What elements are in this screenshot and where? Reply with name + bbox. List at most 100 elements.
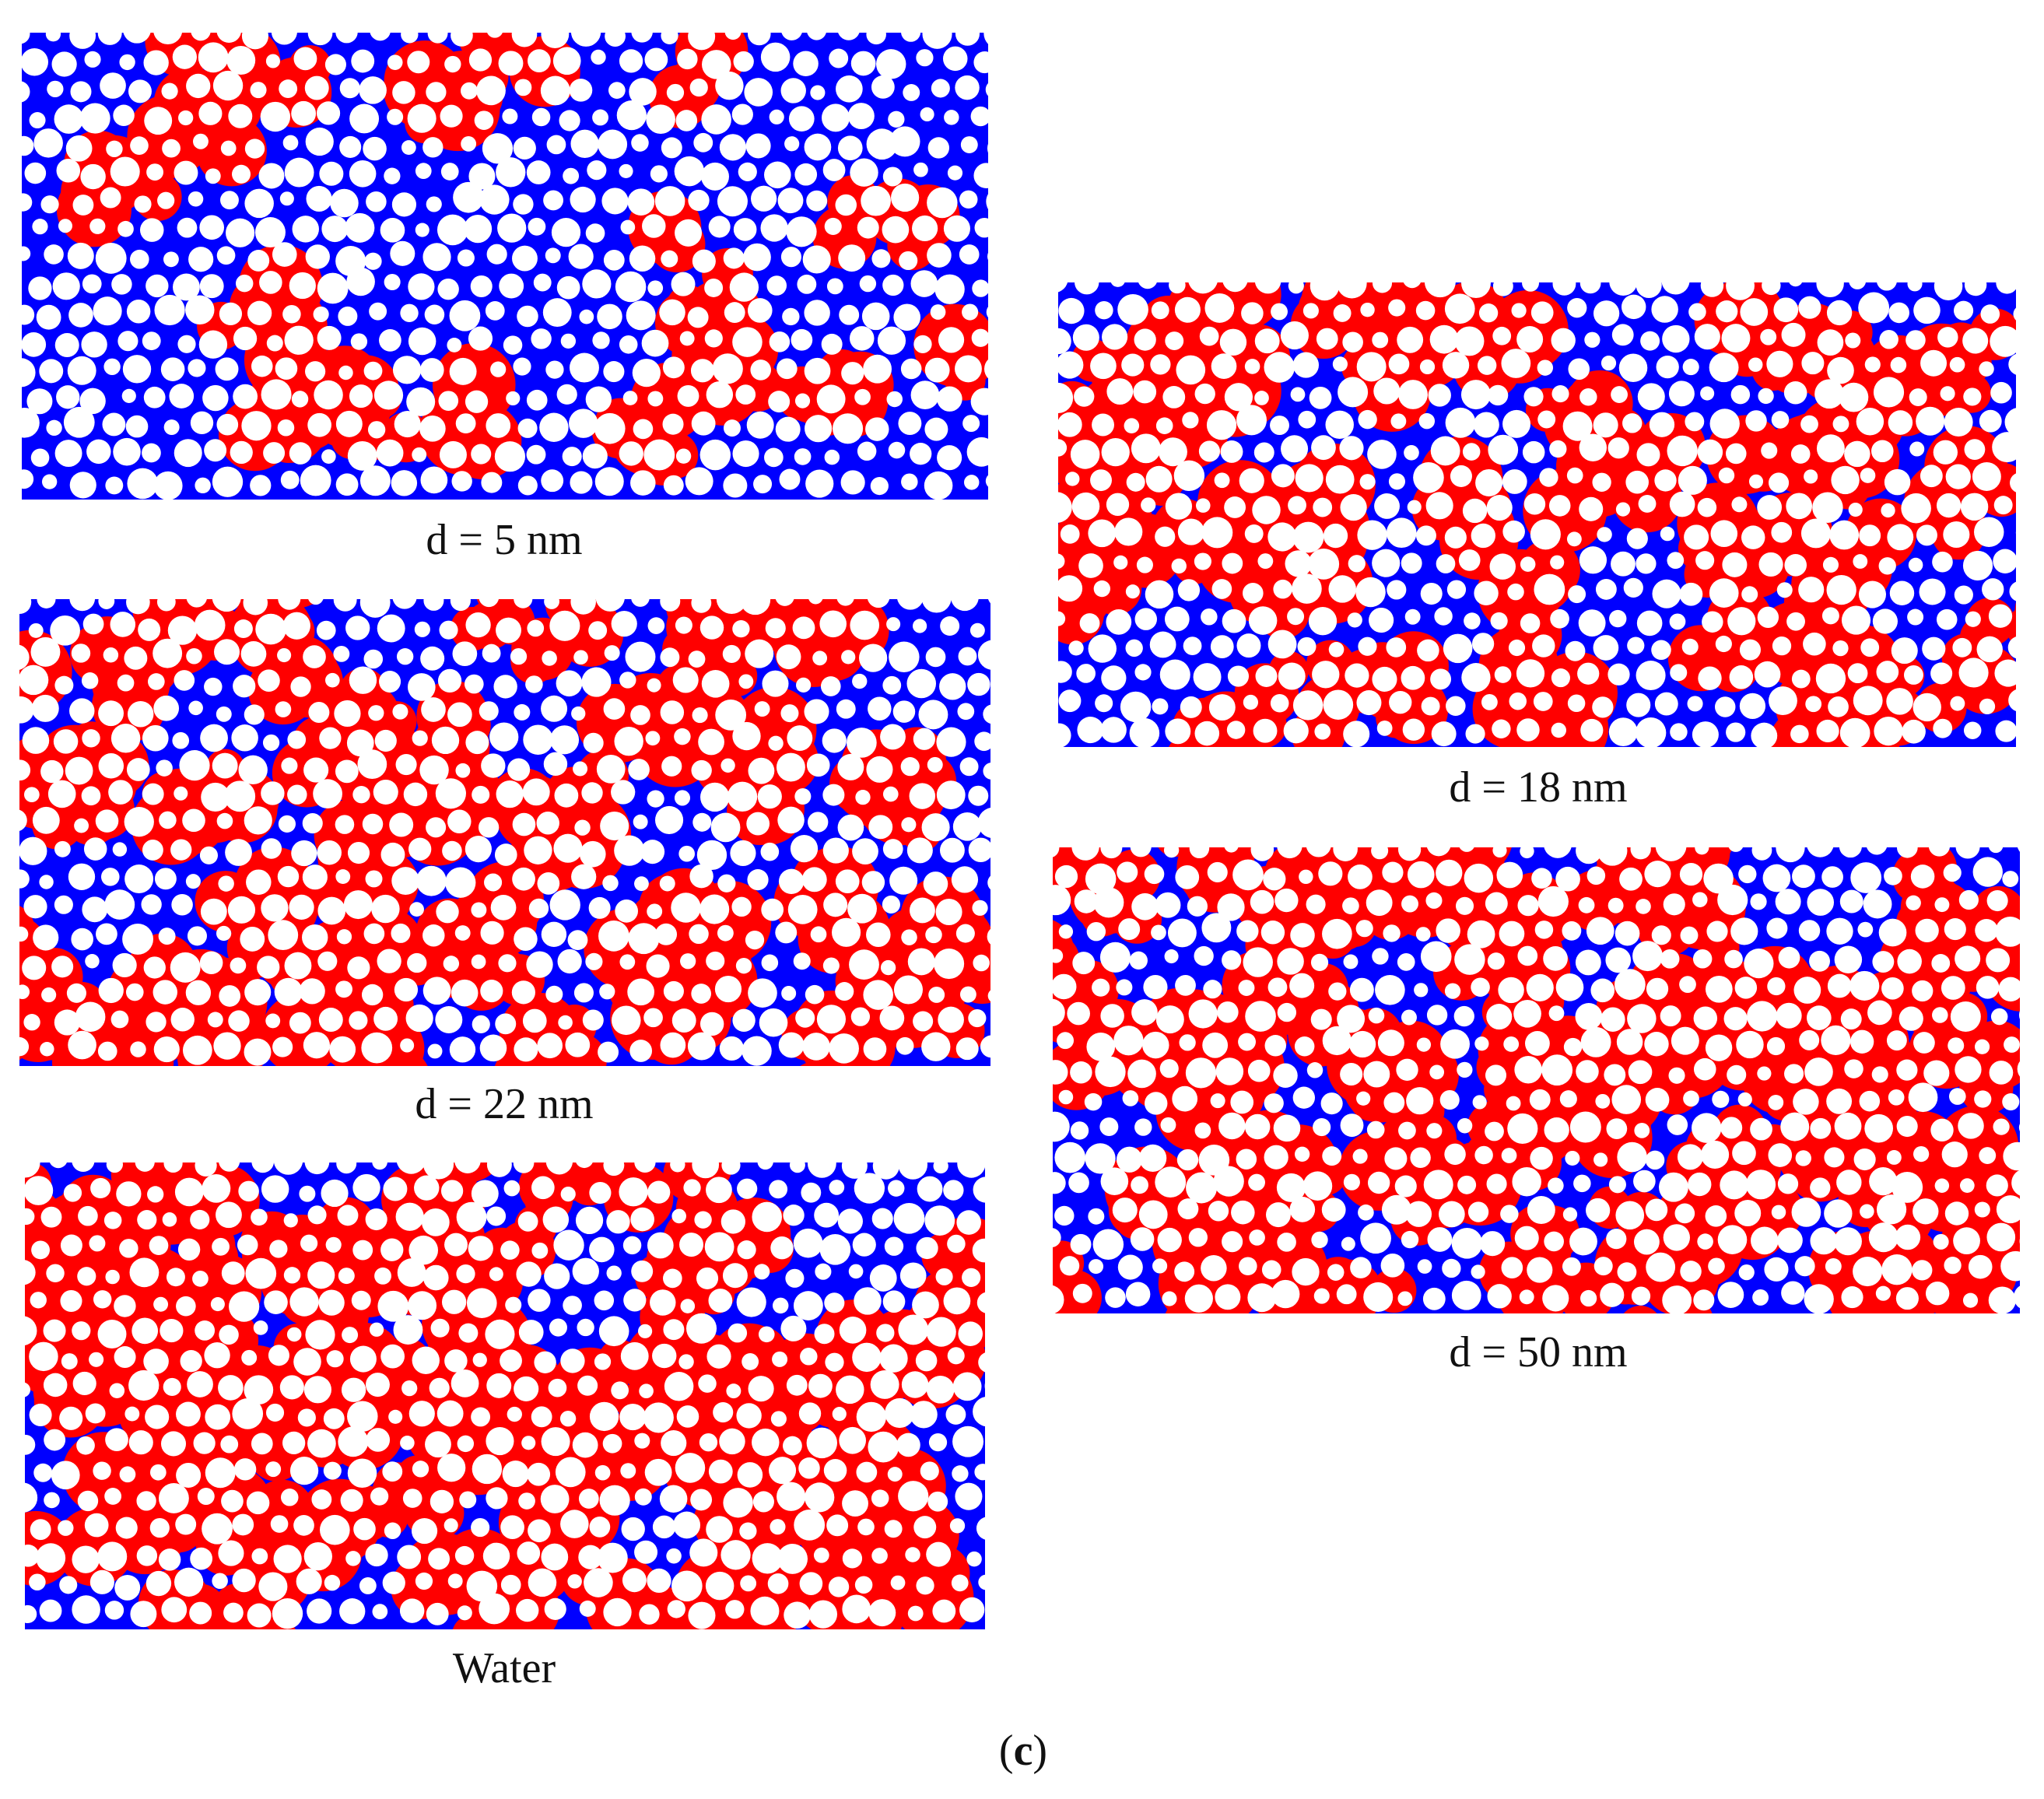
grain (1793, 977, 1821, 1004)
grain (1955, 945, 1981, 972)
grain (1660, 526, 1675, 542)
grain (901, 33, 921, 42)
grain (549, 610, 580, 641)
grain (1143, 974, 1168, 1000)
grain (852, 1342, 882, 1373)
grain (901, 473, 918, 490)
grain (1244, 359, 1260, 374)
grain (109, 1383, 125, 1399)
grain (869, 1264, 897, 1292)
grain (1507, 1113, 1538, 1145)
grain (921, 813, 950, 842)
grain (1002, 105, 1023, 126)
grain (1208, 1201, 1229, 1222)
grain (1401, 552, 1422, 574)
grain (592, 109, 609, 126)
grain (544, 599, 559, 609)
grain (951, 599, 979, 612)
grain (482, 1542, 510, 1570)
grain (804, 415, 833, 443)
grain (1006, 1464, 1028, 1486)
grain (2025, 384, 2043, 403)
grain (30, 636, 61, 667)
grain (24, 162, 47, 184)
grain (244, 979, 272, 1006)
grain (1709, 409, 1740, 439)
grain (264, 1290, 288, 1314)
grain (1169, 282, 1186, 294)
grain (1930, 1118, 1954, 1142)
grain (102, 412, 126, 437)
grain (732, 619, 750, 638)
grain (1058, 553, 1065, 570)
grain (541, 1543, 569, 1571)
grain (712, 353, 743, 384)
grain (1617, 1141, 1647, 1173)
grain (1628, 1060, 1653, 1085)
grain (342, 1327, 359, 1344)
grain (1425, 492, 1453, 520)
grain (752, 1428, 780, 1457)
grain (823, 892, 848, 917)
grain (882, 839, 903, 859)
grain (852, 838, 878, 865)
grain (131, 1317, 159, 1345)
grain (1394, 1175, 1417, 1198)
grain (1934, 1178, 1950, 1193)
grain (947, 1347, 965, 1365)
grain (216, 246, 236, 265)
grain (1580, 718, 1604, 742)
grain (408, 327, 436, 356)
grain (23, 1014, 40, 1031)
grain (1990, 325, 2016, 357)
grain (1919, 578, 1946, 605)
grain (789, 1163, 805, 1173)
grain (457, 1605, 472, 1621)
grain (241, 1349, 258, 1366)
grain (44, 1429, 66, 1451)
grain (1901, 493, 1931, 524)
grain (998, 894, 1024, 920)
grain (866, 33, 886, 45)
grain (715, 700, 747, 731)
grain (1206, 410, 1237, 440)
grain (717, 186, 748, 217)
grain (526, 160, 551, 184)
grain (479, 1034, 507, 1062)
grain (1697, 497, 1717, 517)
grain (1698, 666, 1722, 690)
grain (1450, 465, 1472, 487)
grain (1934, 282, 1963, 300)
grain (1401, 895, 1418, 913)
grain (466, 1570, 498, 1602)
grain (706, 1516, 733, 1543)
grain (1741, 525, 1765, 549)
grain (574, 819, 591, 836)
grain (952, 812, 982, 841)
grain (167, 615, 198, 645)
grain (782, 307, 800, 326)
grain (1254, 282, 1281, 294)
grain (1194, 552, 1211, 570)
grain (1874, 716, 1903, 746)
grain (611, 780, 636, 805)
grain (429, 1489, 454, 1513)
grain (2039, 360, 2044, 379)
grain (512, 867, 535, 891)
grain (90, 1177, 111, 1199)
grain (369, 1322, 384, 1337)
grain (335, 473, 359, 496)
grain (271, 33, 297, 45)
grain (884, 1236, 904, 1256)
grain (1884, 866, 1902, 885)
grain (110, 724, 141, 753)
grain (287, 730, 307, 749)
grain (850, 1007, 871, 1026)
grain (479, 1593, 510, 1625)
grain (1955, 1056, 1982, 1083)
grain (1724, 949, 1743, 969)
grain (198, 330, 228, 359)
grain (202, 384, 229, 412)
grain (1162, 1291, 1177, 1306)
grain (1996, 1195, 2020, 1224)
